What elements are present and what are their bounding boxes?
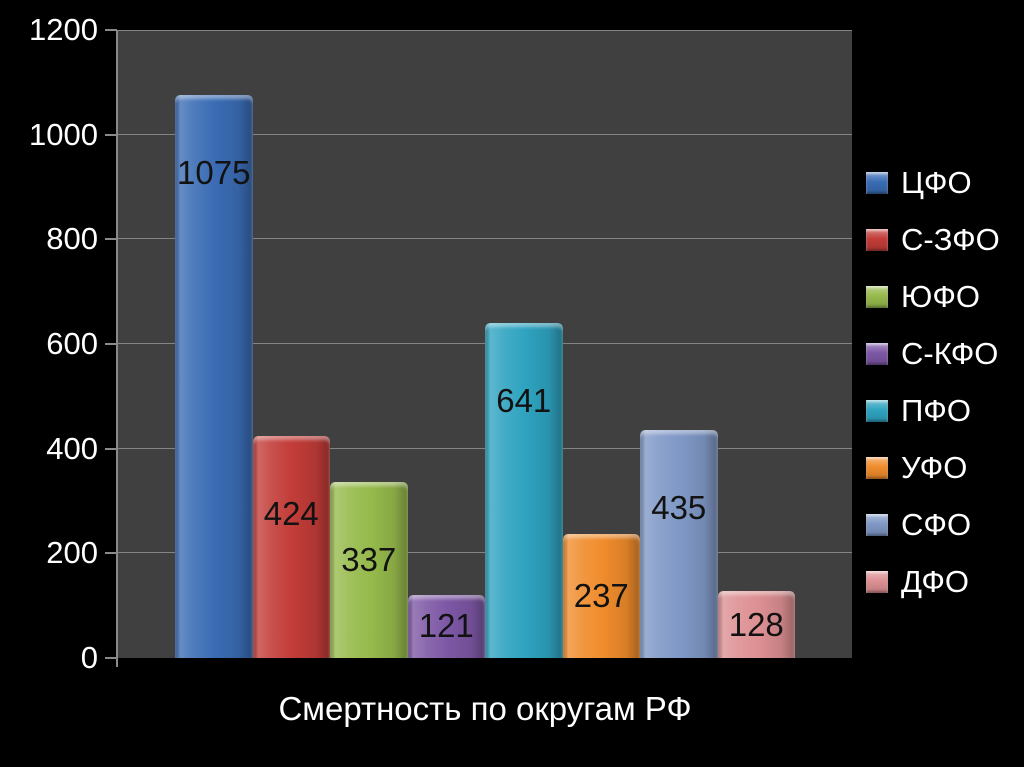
- bar-value-label: 641: [496, 381, 552, 419]
- bar-С-КФО: 121: [407, 594, 485, 658]
- bar-ДФО: 128: [717, 591, 795, 658]
- legend-swatch-icon: [866, 229, 888, 251]
- legend-item-С-КФО: С-КФО: [866, 336, 1000, 371]
- bar-value-label: 128: [728, 605, 784, 643]
- legend-label: ЮФО: [901, 279, 980, 314]
- legend-swatch-icon: [866, 400, 888, 422]
- bar-СФО: 435: [640, 430, 718, 658]
- legend-swatch-icon: [866, 172, 888, 194]
- y-axis-tick-label: 1000: [29, 116, 98, 152]
- legend-label: УФО: [901, 450, 968, 485]
- legend-label: СФО: [901, 507, 972, 542]
- legend-item-ПФО: ПФО: [866, 393, 1000, 428]
- bar-value-label: 435: [651, 489, 707, 527]
- legend-swatch-icon: [866, 514, 888, 536]
- bar-ЮФО: 337: [330, 481, 408, 658]
- plot-area: 1075 424 337 121 641 237 435 128: [118, 30, 852, 658]
- legend: ЦФО С-ЗФО ЮФО С-КФО ПФО УФО СФО ДФО: [866, 165, 1000, 622]
- bar-УФО: 237: [562, 533, 640, 658]
- legend-label: С-ЗФО: [901, 222, 1000, 257]
- y-axis-line: [116, 30, 118, 667]
- legend-item-С-ЗФО: С-ЗФО: [866, 222, 1000, 257]
- legend-swatch-icon: [866, 343, 888, 365]
- y-axis-tick-label: 1200: [29, 12, 98, 47]
- legend-label: С-КФО: [901, 336, 999, 371]
- y-axis-tick-label: 0: [80, 640, 98, 675]
- y-axis-tick: [105, 29, 117, 31]
- y-axis-tick: [105, 238, 117, 241]
- gridline: [118, 238, 852, 240]
- bar-value-label: 424: [263, 495, 319, 533]
- y-axis-tick: [105, 343, 117, 345]
- gridline: [118, 30, 852, 31]
- bar-С-ЗФО: 424: [252, 436, 330, 658]
- y-axis-tick-label: 600: [46, 326, 98, 361]
- legend-swatch-icon: [866, 286, 888, 308]
- legend-swatch-icon: [866, 457, 888, 479]
- legend-label: ДФО: [901, 564, 969, 599]
- gridline: [118, 133, 852, 135]
- y-axis-tick-label: 200: [46, 535, 98, 571]
- y-axis-tick: [105, 447, 117, 450]
- legend-label: ЦФО: [901, 165, 972, 200]
- bar-ЦФО: 1075: [175, 95, 253, 658]
- legend-item-ЮФО: ЮФО: [866, 279, 1000, 314]
- bar-value-label: 237: [573, 576, 629, 614]
- y-axis-tick: [105, 657, 117, 659]
- y-axis-tick: [105, 552, 117, 555]
- y-axis-tick: [105, 133, 117, 136]
- chart-title: Смертность по округам РФ: [278, 690, 692, 727]
- legend-item-УФО: УФО: [866, 450, 1000, 485]
- bar-ПФО: 641: [485, 322, 563, 658]
- bar-value-label: 1075: [177, 154, 251, 192]
- bar-value-label: 121: [418, 607, 474, 645]
- legend-item-ЦФО: ЦФО: [866, 165, 1000, 200]
- legend-swatch-icon: [866, 571, 888, 593]
- legend-item-СФО: СФО: [866, 507, 1000, 542]
- y-axis-tick-label: 400: [46, 430, 98, 466]
- legend-item-ДФО: ДФО: [866, 564, 1000, 599]
- legend-label: ПФО: [901, 393, 971, 428]
- y-axis-tick-label: 800: [46, 221, 98, 257]
- bar-value-label: 337: [341, 540, 397, 578]
